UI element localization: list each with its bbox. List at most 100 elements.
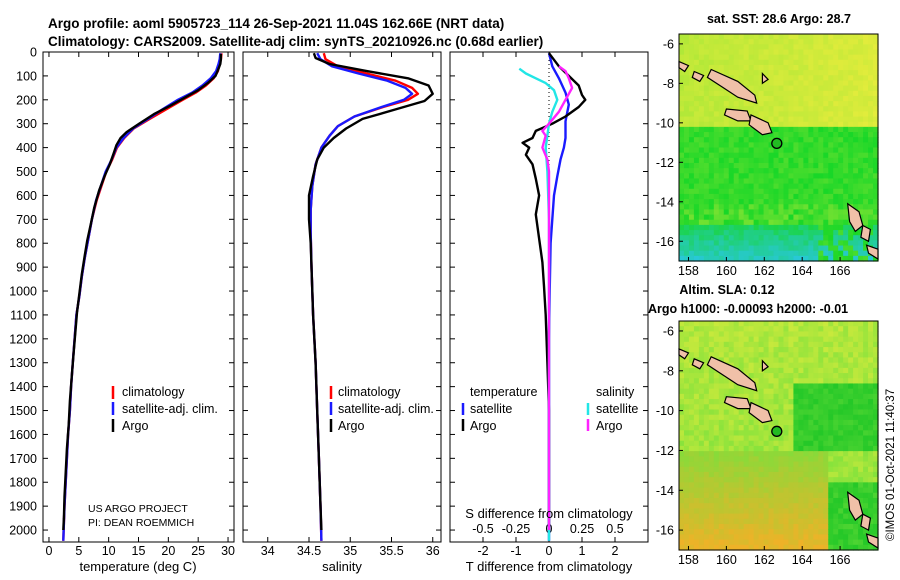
map-cell xyxy=(838,503,844,509)
map-cell xyxy=(738,513,745,520)
map-cell xyxy=(718,235,725,241)
map-cell xyxy=(833,373,839,379)
map-cell xyxy=(868,388,874,395)
map-cell xyxy=(788,482,795,489)
map-cell xyxy=(713,235,720,241)
map-cell xyxy=(708,90,715,97)
map-cell xyxy=(748,425,755,431)
map-cell xyxy=(748,240,755,247)
map-cell xyxy=(713,461,720,468)
map-cell xyxy=(853,326,859,332)
map-cell xyxy=(848,116,854,123)
map-cell xyxy=(863,508,869,515)
map-cell xyxy=(679,188,685,195)
map-cell xyxy=(828,487,834,494)
map-cell xyxy=(828,461,834,468)
map-cell xyxy=(803,101,809,107)
map-cell xyxy=(813,54,819,61)
map-cell xyxy=(843,111,849,118)
map-cell xyxy=(683,235,690,241)
map-cell xyxy=(698,255,705,262)
map-cell xyxy=(843,362,849,369)
map-cell xyxy=(788,367,795,374)
map-cell xyxy=(793,404,799,411)
map-cell xyxy=(763,80,770,87)
map-cell xyxy=(833,477,839,483)
map-cell xyxy=(808,183,814,190)
map-cell xyxy=(713,162,720,169)
map-cell xyxy=(828,64,834,71)
map-cell xyxy=(763,456,770,463)
map-cell xyxy=(798,487,804,494)
map-cell xyxy=(828,497,834,504)
map-cell xyxy=(733,388,740,395)
map-cell xyxy=(733,544,740,551)
map-xtick-label: 158 xyxy=(678,264,699,278)
map-cell xyxy=(703,199,710,205)
map-cell xyxy=(798,539,804,546)
map-cell xyxy=(868,75,874,82)
map-cell xyxy=(708,352,715,359)
map-cell xyxy=(703,508,710,515)
map-cell xyxy=(728,255,735,262)
map-cell xyxy=(778,90,785,97)
map-cell xyxy=(863,383,869,390)
difference-series-t-argo xyxy=(521,52,587,530)
map-cell xyxy=(718,523,725,530)
map-cell xyxy=(823,482,829,489)
map-cell xyxy=(813,362,819,369)
map-cell xyxy=(723,34,730,40)
map-cell xyxy=(828,425,834,431)
map-cell xyxy=(808,44,814,51)
map-cell xyxy=(738,132,745,138)
map-cell xyxy=(848,224,854,231)
legend-label-satellite-adj: satellite-adj. clim. xyxy=(338,402,434,416)
map-cell xyxy=(698,49,705,56)
map-cell xyxy=(768,147,775,154)
map-cell xyxy=(818,336,824,343)
map-cell xyxy=(708,111,715,118)
map-cell xyxy=(833,132,839,138)
map-cell xyxy=(838,85,844,92)
map-cell xyxy=(818,409,824,416)
map-cell xyxy=(723,456,730,463)
map-cell xyxy=(733,101,740,107)
map-cell xyxy=(793,518,799,525)
map-cell xyxy=(848,513,854,520)
map-cell xyxy=(788,518,795,525)
map-cell xyxy=(688,111,695,118)
map-cell xyxy=(858,461,864,468)
map-cell xyxy=(873,326,879,332)
map-cell xyxy=(808,534,814,541)
map-cell xyxy=(753,204,760,211)
map-cell xyxy=(788,168,795,174)
map-cell xyxy=(773,147,780,154)
map-cell xyxy=(718,425,725,431)
map-cell xyxy=(718,199,725,205)
map-cell xyxy=(698,529,705,535)
map-cell xyxy=(858,409,864,416)
map-cell xyxy=(763,147,770,154)
map-cell xyxy=(843,240,849,247)
map-cell xyxy=(718,341,725,348)
map-cell xyxy=(813,85,819,92)
map-cell xyxy=(803,430,809,437)
map-cell xyxy=(818,451,824,457)
map-cell xyxy=(768,168,775,174)
map-cell xyxy=(708,456,715,463)
map-cell xyxy=(833,326,839,332)
map-cell xyxy=(728,440,735,447)
map-cell xyxy=(798,529,804,535)
map-cell xyxy=(788,116,795,123)
map-cell xyxy=(718,39,725,45)
map-cell xyxy=(843,142,849,149)
map-cell xyxy=(783,168,790,174)
map-cell xyxy=(768,137,775,143)
map-cell xyxy=(718,157,725,164)
map-cell xyxy=(798,367,804,374)
map-cell xyxy=(863,168,869,174)
map-cell xyxy=(868,399,874,405)
map-cell xyxy=(763,399,770,405)
map-cell xyxy=(733,64,740,71)
map-cell xyxy=(753,523,760,530)
